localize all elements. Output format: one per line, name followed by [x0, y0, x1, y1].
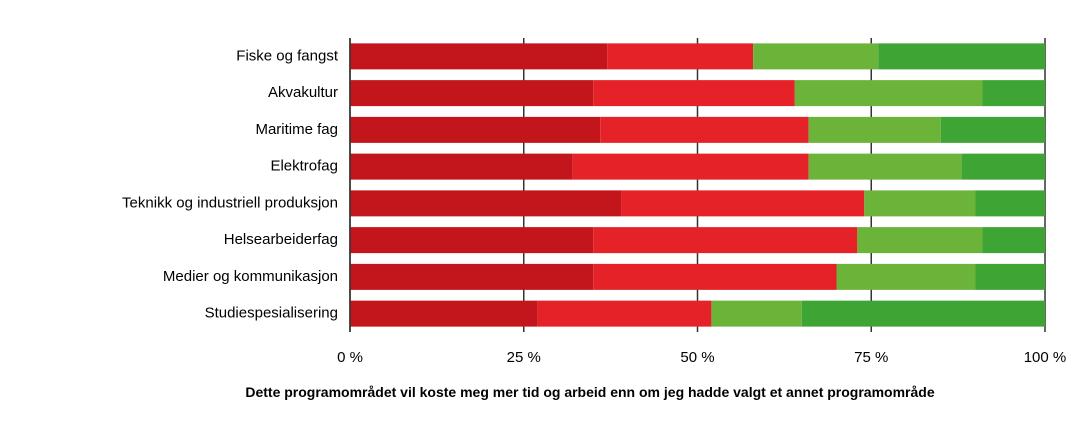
bar-segment [864, 190, 976, 217]
bar-segment [808, 116, 941, 143]
x-tick-label: 0 % [337, 349, 363, 366]
bar-segment [982, 227, 1045, 254]
x-tick-label: 25 % [507, 349, 541, 366]
bar-segment [600, 116, 809, 143]
bar-segment [350, 263, 594, 290]
y-tick-label: Helsearbeiderfag [224, 231, 338, 248]
bar-segment [975, 263, 1045, 290]
bar-segment [808, 153, 962, 180]
x-tick-label: 50 % [680, 349, 714, 366]
bar-segment [794, 80, 983, 107]
bar-segment [537, 300, 712, 327]
x-axis-title: Dette programområdet vil koste meg mer t… [245, 384, 935, 400]
y-tick-label: Akvakultur [268, 84, 338, 101]
bar-segment [836, 263, 976, 290]
bar-segment [593, 227, 858, 254]
bar-segment [753, 43, 879, 70]
bar-segment [982, 80, 1045, 107]
bar-segment [350, 153, 573, 180]
bar-segment [350, 80, 594, 107]
x-tick-label: 100 % [1024, 349, 1067, 366]
bar-segment [350, 227, 594, 254]
bar-segment [593, 263, 837, 290]
y-tick-label: Studiespesialisering [205, 305, 338, 322]
bar-segment [711, 300, 802, 327]
y-tick-label: Teknikk og industriell produksjon [122, 194, 338, 211]
y-tick-label: Elektrofag [270, 158, 338, 175]
bar-segment [350, 190, 622, 217]
bar-segment [572, 153, 809, 180]
y-tick-label: Maritime fag [255, 121, 338, 138]
bar-segment [801, 300, 1045, 327]
bar-segment [350, 300, 538, 327]
bar-segment [975, 190, 1045, 217]
y-tick-label: Fiske og fangst [236, 47, 339, 64]
bar-segment [940, 116, 1045, 143]
bar-segment [350, 43, 608, 70]
bar-segment [961, 153, 1045, 180]
bar-segment [607, 43, 754, 70]
bar-segment [350, 116, 601, 143]
bar-segment [878, 43, 1045, 70]
bar-segment [857, 227, 983, 254]
bar-segment [593, 80, 795, 107]
y-tick-label: Medier og kommunikasjon [163, 268, 338, 285]
x-tick-label: 75 % [854, 349, 888, 366]
bar-segment [621, 190, 865, 217]
